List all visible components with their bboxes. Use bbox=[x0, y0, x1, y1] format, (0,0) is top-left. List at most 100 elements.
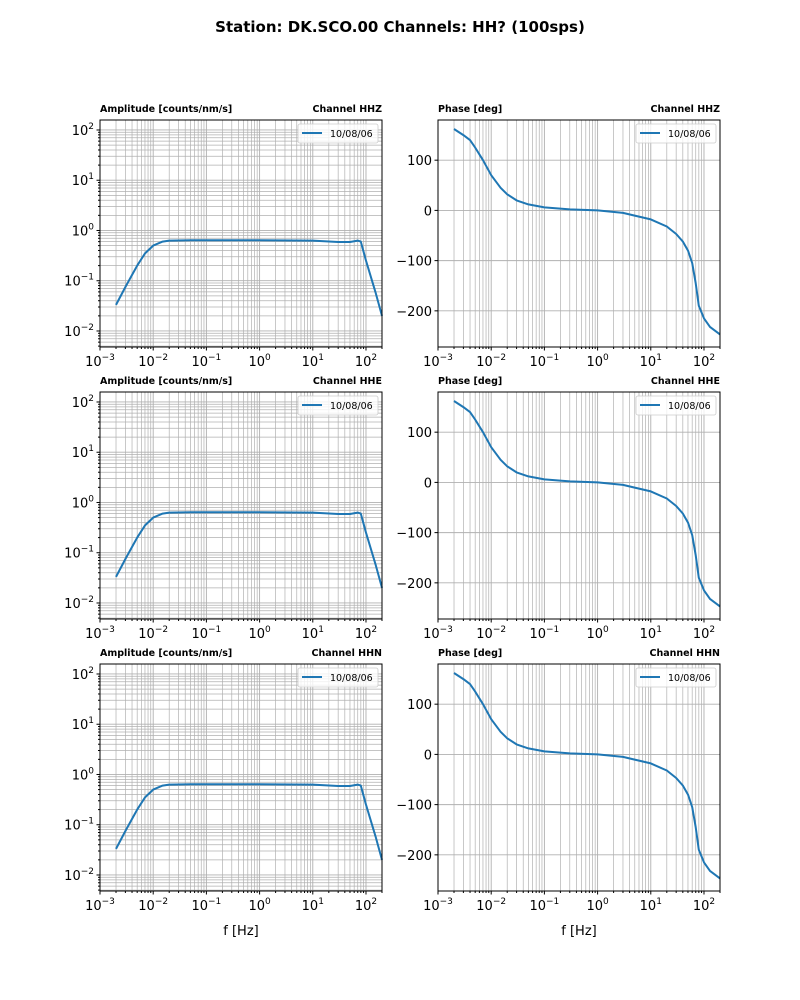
x-tick-label: 100 bbox=[248, 897, 271, 914]
x-tick-label: 10−1 bbox=[191, 625, 221, 642]
amplitude-line-10/08/06 bbox=[115, 239, 383, 317]
phase-subplot-hhz: −200 −100 0 100 10−3 10−2 10−1 100 101 102 10/08/0… bbox=[396, 104, 721, 370]
y-tick-label: 0 bbox=[424, 204, 432, 219]
channel-label: Channel HHZ bbox=[651, 104, 721, 115]
x-tick-label: 102 bbox=[355, 897, 377, 914]
channel-label: Channel HHN bbox=[311, 648, 382, 659]
x-tick-label: 10−1 bbox=[529, 897, 559, 914]
y-tick-label: 100 bbox=[407, 154, 432, 169]
y-tick-label: −100 bbox=[396, 527, 432, 542]
y-tick-label: 102 bbox=[72, 394, 94, 411]
x-tick-label: 10−3 bbox=[423, 897, 453, 914]
x-tick-label: 101 bbox=[302, 897, 324, 914]
legend-frame bbox=[297, 395, 379, 416]
x-tick-label: 10−1 bbox=[529, 353, 559, 370]
x-tick-label: 102 bbox=[693, 625, 715, 642]
y-tick-label: 0 bbox=[424, 476, 432, 491]
amplitude-axis-title: Amplitude [counts/nm/s] bbox=[100, 648, 232, 659]
y-tick-label: 100 bbox=[72, 766, 95, 783]
x-tick-label: 102 bbox=[355, 353, 377, 370]
y-tick-label: −200 bbox=[396, 577, 432, 592]
y-tick-label: −200 bbox=[396, 305, 432, 320]
axes-frame bbox=[437, 119, 721, 348]
x-tick-label: 10−1 bbox=[529, 625, 559, 642]
y-tick-label: 101 bbox=[72, 172, 94, 189]
x-tick-label: 10−3 bbox=[423, 353, 453, 370]
y-tick-label: 100 bbox=[407, 426, 432, 441]
x-tick-label: 10−1 bbox=[191, 897, 221, 914]
x-tick-label: 101 bbox=[640, 897, 662, 914]
y-tick-label: 10−1 bbox=[64, 545, 94, 562]
legend-label: 10/08/06 bbox=[668, 129, 711, 140]
legend-label: 10/08/06 bbox=[330, 673, 373, 684]
legend: 10/08/06 bbox=[297, 395, 379, 416]
amplitude-subplot-hhe: 10−2 10−1 100 101 102 10−3 10−2 10−1 100 101 102 10… bbox=[64, 376, 383, 642]
x-tick-label: 101 bbox=[302, 353, 324, 370]
legend-frame bbox=[297, 667, 379, 688]
y-tick-label: 100 bbox=[72, 222, 95, 239]
x-tick-label: 10−3 bbox=[85, 625, 115, 642]
legend-frame bbox=[297, 123, 379, 144]
x-tick-label: 101 bbox=[640, 353, 662, 370]
x-tick-label: 10−3 bbox=[85, 897, 115, 914]
x-tick-label: 10−3 bbox=[85, 353, 115, 370]
x-tick-label: 101 bbox=[640, 625, 662, 642]
x-tick-label: 10−2 bbox=[476, 897, 506, 914]
x-tick-label: 10−2 bbox=[138, 625, 168, 642]
legend-label: 10/08/06 bbox=[330, 129, 373, 140]
phase-line-10/08/06 bbox=[453, 672, 721, 880]
axes-frame bbox=[99, 119, 383, 348]
axes-frame bbox=[437, 391, 721, 620]
figure-title: Station: DK.SCO.00 Channels: HH? (100sps… bbox=[215, 18, 585, 36]
phase-axis-title: Phase [deg] bbox=[438, 104, 502, 115]
amplitude-line-10/08/06 bbox=[115, 783, 383, 861]
legend: 10/08/06 bbox=[635, 123, 717, 144]
channel-label: Channel HHN bbox=[649, 648, 720, 659]
x-axis-label: f [Hz] bbox=[561, 924, 596, 939]
y-tick-label: 101 bbox=[72, 716, 94, 733]
y-tick-label: 100 bbox=[407, 698, 432, 713]
x-tick-label: 100 bbox=[248, 625, 271, 642]
phase-subplot-hhe: −200 −100 0 100 10−3 10−2 10−1 100 101 102 10/08/0… bbox=[396, 376, 721, 642]
phase-axis-title: Phase [deg] bbox=[438, 648, 502, 659]
legend: 10/08/06 bbox=[297, 667, 379, 688]
x-tick-label: 10−2 bbox=[138, 897, 168, 914]
x-tick-label: 100 bbox=[586, 897, 609, 914]
x-tick-label: 102 bbox=[693, 353, 715, 370]
channel-label: Channel HHZ bbox=[313, 104, 383, 115]
amplitude-subplot-hhz: 10−2 10−1 100 101 102 10−3 10−2 10−1 100 101 102 10… bbox=[64, 104, 383, 370]
y-tick-label: 102 bbox=[72, 122, 94, 139]
axes-frame bbox=[99, 663, 383, 892]
amplitude-subplot-hhn: 10−2 10−1 100 101 102 10−3 10−2 10−1 100 101 102 10… bbox=[64, 648, 383, 939]
legend: 10/08/06 bbox=[635, 667, 717, 688]
x-tick-label: 102 bbox=[355, 625, 377, 642]
y-tick-label: 10−2 bbox=[64, 323, 94, 340]
y-tick-label: 101 bbox=[72, 444, 94, 461]
legend: 10/08/06 bbox=[635, 395, 717, 416]
y-tick-label: −200 bbox=[396, 849, 432, 864]
phase-axis-title: Phase [deg] bbox=[438, 376, 502, 387]
x-tick-label: 10−2 bbox=[476, 353, 506, 370]
y-tick-label: 100 bbox=[72, 494, 95, 511]
x-tick-label: 100 bbox=[586, 353, 609, 370]
phase-line-10/08/06 bbox=[453, 400, 721, 608]
axes-frame bbox=[99, 391, 383, 620]
x-tick-label: 10−1 bbox=[191, 353, 221, 370]
channel-label: Channel HHE bbox=[651, 376, 720, 387]
x-axis-label: f [Hz] bbox=[223, 924, 258, 939]
legend: 10/08/06 bbox=[297, 123, 379, 144]
x-tick-label: 100 bbox=[586, 625, 609, 642]
x-tick-label: 101 bbox=[302, 625, 324, 642]
legend-label: 10/08/06 bbox=[330, 401, 373, 412]
y-tick-label: −100 bbox=[396, 799, 432, 814]
y-tick-label: 10−2 bbox=[64, 867, 94, 884]
x-tick-label: 10−2 bbox=[138, 353, 168, 370]
phase-line-10/08/06 bbox=[453, 128, 721, 336]
amplitude-line-10/08/06 bbox=[115, 511, 383, 589]
y-tick-label: 102 bbox=[72, 666, 94, 683]
amplitude-axis-title: Amplitude [counts/nm/s] bbox=[100, 376, 232, 387]
amplitude-axis-title: Amplitude [counts/nm/s] bbox=[100, 104, 232, 115]
axes-frame bbox=[437, 663, 721, 892]
y-tick-label: −100 bbox=[396, 255, 432, 270]
x-tick-label: 10−3 bbox=[423, 625, 453, 642]
